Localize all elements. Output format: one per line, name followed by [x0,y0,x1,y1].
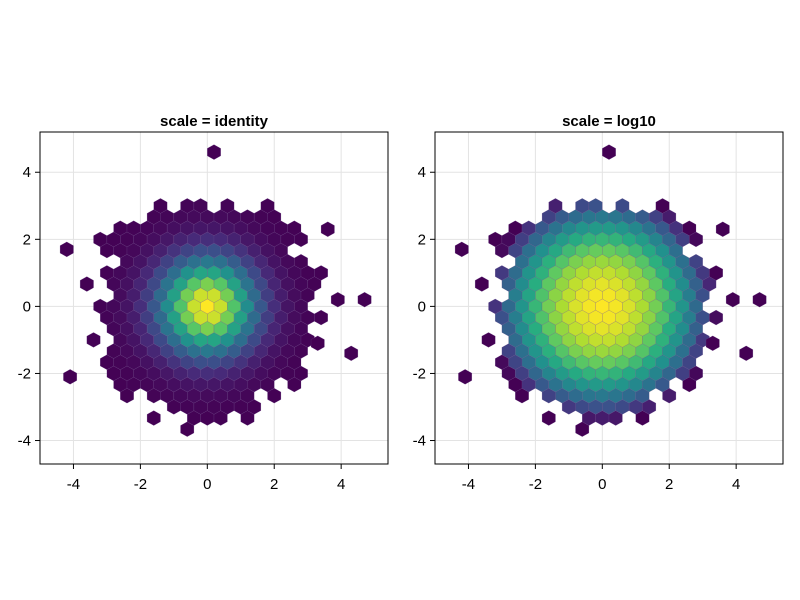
y-tick-label: 4 [23,164,31,181]
y-tick-label: 0 [23,298,31,315]
y-tick-label: -2 [413,365,426,382]
y-tick-label: 0 [418,298,426,315]
hexbin-cell [715,221,730,237]
hexbin-cell [739,345,754,362]
x-tick-label: -2 [529,476,542,493]
hexbin-cell [474,276,489,292]
hexbin-cell [709,309,723,326]
hexbin-cell [454,241,469,258]
hexbin-cell [193,198,208,214]
hexbin-cell [207,144,221,160]
hexbin-cell [709,265,723,281]
panel-identity: -4 -2 0 2 4 -4 -2 0 2 4 scale = identity [18,113,389,493]
hexbin-cells-log10 [454,144,767,437]
chart-title: scale = identity [160,113,269,130]
axes-frame-identity [39,131,389,465]
hexbin-cells-identity [59,144,372,437]
hexbin-cell [260,198,275,214]
hexbin-cell [481,332,496,348]
hexbin-cell [588,198,603,214]
hexbin-cell [725,292,740,308]
y-tick-label: 2 [23,231,31,248]
hexbin-cell [752,292,767,308]
axes-frame-log10 [434,131,784,465]
y-tick-label: 4 [418,164,426,181]
hexbin-cell [689,254,703,270]
hexbin-cell [59,241,74,258]
hexbin-cell [314,309,328,326]
hexbin-cell [320,221,335,237]
hexbin-cell [86,332,101,348]
hexbin-cell [294,254,308,270]
chart-title: scale = log10 [562,113,656,130]
hexbin-cell [310,335,325,351]
hexbin-cell [146,410,161,426]
hexbin-cell [63,369,78,385]
hexbin-cell [548,198,563,214]
x-tick-label: 4 [337,476,345,493]
x-tick-label: -4 [462,476,475,493]
hexbin-cell [79,276,94,292]
x-tick-label: 0 [203,476,211,493]
x-tick-label: -2 [134,476,147,493]
y-tick-label: -2 [18,365,31,382]
hexbin-cell [220,198,235,214]
hexbin-cell [314,265,328,281]
x-tick-label: 0 [598,476,606,493]
hexbin-cell [705,335,720,351]
x-tick-label: 2 [270,476,278,493]
hexbin-cell [615,198,630,214]
y-tick-label: -4 [18,433,31,450]
y-tick-label: -4 [413,433,426,450]
hexbin-cell [357,292,372,308]
hexbin-cell [344,345,359,362]
hexbin-cell [541,410,556,426]
y-tick-label: 2 [418,231,426,248]
x-tick-label: -4 [67,476,80,493]
hexbin-cell [153,198,168,214]
hexbin-cell [330,292,345,308]
panel-log10: -4 -2 0 2 4 -4 -2 0 2 4 scale = log10 [413,113,784,493]
hexbin-cell [682,220,697,236]
x-tick-label: 2 [665,476,673,493]
hexbin-cell [602,144,616,160]
hexbin-cell [287,220,302,236]
x-tick-label: 4 [732,476,740,493]
hexbin-cell [655,198,670,214]
hexbin-cell [458,369,473,385]
